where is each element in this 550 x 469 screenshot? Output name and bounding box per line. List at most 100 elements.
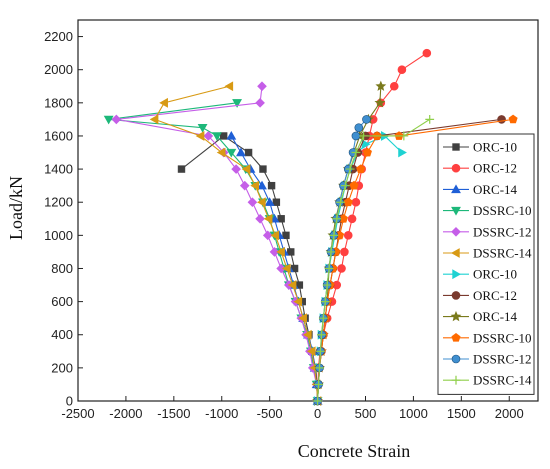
data-point bbox=[236, 147, 246, 157]
x-tick-label: -2000 bbox=[109, 406, 142, 421]
data-point bbox=[226, 130, 237, 140]
data-point bbox=[255, 98, 265, 108]
data-point bbox=[239, 180, 250, 191]
data-point bbox=[177, 165, 186, 173]
legend-label: ORC-10 bbox=[473, 267, 517, 282]
data-point bbox=[343, 197, 353, 207]
data-point bbox=[272, 198, 281, 206]
x-tick-label: -1000 bbox=[205, 406, 238, 421]
legend-label: ORC-10 bbox=[473, 140, 517, 155]
data-point bbox=[276, 246, 285, 257]
y-tick-label: 1000 bbox=[44, 228, 73, 243]
data-point bbox=[397, 65, 407, 74]
data-point bbox=[149, 114, 159, 125]
series-layer bbox=[103, 48, 518, 407]
data-point bbox=[216, 147, 226, 158]
x-tick-label: -2500 bbox=[61, 406, 94, 421]
legend-item: DSSRC-12 bbox=[443, 352, 532, 367]
axes: -2500 -2000 -1500 -1000 -500 0 500 1000 1500 2000… bbox=[44, 19, 539, 421]
data-point bbox=[340, 181, 350, 191]
data-point bbox=[277, 215, 285, 223]
data-point bbox=[318, 313, 328, 323]
legend-label: DSSRC-10 bbox=[473, 203, 532, 218]
data-point bbox=[257, 180, 267, 190]
data-point bbox=[356, 164, 366, 173]
data-point bbox=[316, 346, 325, 356]
x-tick-label: -500 bbox=[257, 406, 283, 421]
data-point bbox=[351, 131, 361, 141]
data-point bbox=[452, 269, 462, 280]
data-point bbox=[111, 114, 122, 125]
legend-label: DSSRC-12 bbox=[473, 224, 532, 239]
x-axis-title: Concrete Strain bbox=[298, 441, 410, 461]
data-point bbox=[351, 148, 361, 157]
y-tick-label: 1400 bbox=[44, 162, 73, 177]
data-point bbox=[451, 206, 461, 216]
data-point bbox=[451, 163, 461, 173]
y-tick-label: 600 bbox=[51, 294, 73, 309]
data-point bbox=[269, 247, 280, 257]
data-point bbox=[398, 147, 407, 158]
data-point bbox=[354, 123, 364, 132]
legend-label: ORC-12 bbox=[473, 288, 517, 303]
series-11 bbox=[313, 115, 371, 406]
y-tick-label: 2200 bbox=[44, 29, 73, 44]
data-point bbox=[332, 214, 342, 224]
data-point bbox=[298, 313, 307, 324]
data-point bbox=[337, 264, 346, 273]
data-point bbox=[287, 248, 295, 256]
data-point bbox=[374, 97, 386, 108]
data-point bbox=[322, 280, 332, 290]
data-point bbox=[287, 280, 297, 290]
legend-label: DSSRC-10 bbox=[473, 330, 532, 345]
data-point bbox=[302, 329, 312, 340]
data-point bbox=[347, 214, 357, 224]
x-tick-label: -1500 bbox=[157, 406, 190, 421]
y-tick-label: 0 bbox=[66, 394, 73, 409]
data-point bbox=[451, 354, 461, 364]
legend-label: DSSRC-14 bbox=[473, 373, 532, 388]
data-point bbox=[231, 164, 241, 174]
data-point bbox=[362, 115, 371, 124]
data-point bbox=[103, 115, 114, 125]
data-point bbox=[226, 148, 237, 158]
series-line bbox=[230, 135, 319, 402]
series-line bbox=[153, 85, 319, 402]
data-point bbox=[349, 180, 359, 190]
data-point bbox=[345, 164, 355, 174]
data-point bbox=[324, 264, 334, 273]
data-point bbox=[203, 131, 214, 141]
x-tick-label: 2000 bbox=[495, 406, 524, 421]
series-5 bbox=[111, 81, 323, 406]
legend-item: ORC-10 bbox=[443, 140, 517, 155]
data-point bbox=[197, 123, 208, 133]
data-point bbox=[451, 184, 461, 194]
data-point bbox=[282, 231, 290, 240]
data-point bbox=[422, 48, 432, 58]
data-point bbox=[247, 197, 258, 208]
data-point bbox=[359, 131, 368, 141]
data-point bbox=[336, 197, 345, 207]
data-point bbox=[159, 97, 168, 108]
data-point bbox=[306, 346, 316, 357]
legend-item: ORC-10 bbox=[443, 267, 517, 282]
plot-frame bbox=[77, 19, 539, 402]
data-point bbox=[375, 80, 387, 91]
y-tick-label: 200 bbox=[51, 360, 73, 375]
series-9 bbox=[312, 80, 387, 406]
data-point bbox=[315, 363, 324, 373]
y-tick-label: 400 bbox=[51, 327, 73, 342]
legend-label: ORC-14 bbox=[473, 182, 518, 197]
series-12 bbox=[313, 114, 435, 406]
data-point bbox=[281, 263, 291, 274]
data-point bbox=[451, 333, 461, 342]
data-point bbox=[399, 131, 409, 141]
data-point bbox=[362, 147, 372, 157]
data-point bbox=[497, 115, 506, 124]
data-point bbox=[241, 164, 251, 175]
data-point bbox=[450, 248, 460, 258]
data-point bbox=[351, 197, 361, 207]
data-point bbox=[256, 197, 266, 208]
legend-label: DSSRC-14 bbox=[473, 246, 532, 261]
